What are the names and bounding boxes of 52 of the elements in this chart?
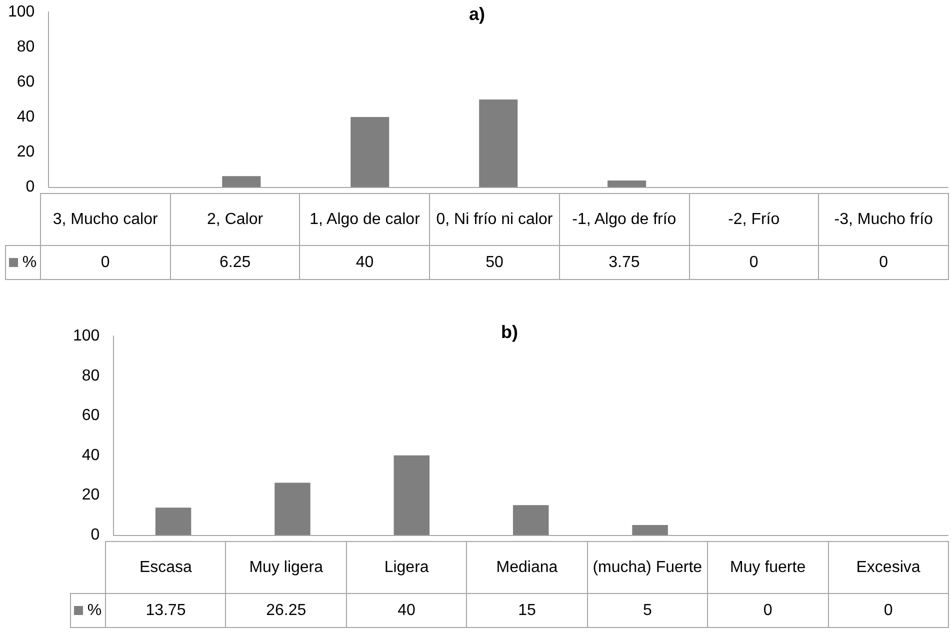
y-tick-label: 40 [16, 108, 35, 126]
y-tick-label: 100 [8, 4, 35, 20]
data-label: 0 [708, 594, 828, 628]
bar [479, 100, 518, 187]
data-label: 0 [689, 246, 819, 280]
bar [512, 505, 549, 535]
data-label: 6.25 [170, 246, 300, 280]
data-label: 5 [587, 594, 708, 628]
y-tick-label: 80 [82, 367, 100, 384]
data-label: 3.75 [559, 246, 690, 280]
chart-title: b) [501, 322, 518, 342]
y-tick-label: 0 [90, 526, 100, 544]
x-tick-label: (mucha) Fuerte [587, 542, 708, 594]
x-tick-label: 0, Ni frío ni calor [430, 194, 560, 246]
y-tick-label: 20 [82, 486, 100, 504]
data-label: 13.75 [106, 594, 226, 628]
x-tick-label: Ligera [346, 542, 467, 594]
legend-label: % [70, 594, 106, 628]
bar [632, 525, 668, 535]
bar [222, 176, 261, 187]
y-tick-label: 100 [72, 328, 100, 344]
x-tick-label: 3, Mucho calor [40, 194, 170, 246]
bar [394, 455, 430, 535]
x-tick-label: 1, Algo de calor [300, 194, 430, 246]
data-label: 15 [466, 594, 588, 628]
data-label: 0 [818, 246, 948, 280]
data-label: 26.25 [226, 594, 346, 628]
bar [350, 117, 390, 187]
y-tick-label: 40 [82, 446, 100, 464]
x-tick-label: -3, Mucho frío [818, 194, 948, 246]
legend-label: % [6, 246, 40, 280]
y-tick-label: 60 [16, 74, 35, 90]
chart-title: a) [468, 4, 486, 24]
x-tick-label: 2, Calor [170, 194, 300, 246]
x-tick-label: Muy ligera [226, 542, 346, 594]
data-label: 40 [346, 594, 467, 628]
x-tick-label: -2, Frío [689, 194, 819, 246]
y-tick-label: 0 [26, 178, 35, 196]
y-tick-label: 20 [16, 144, 35, 160]
x-tick-label: Muy fuerte [708, 542, 828, 594]
x-tick-label: -1, Algo de frío [559, 194, 690, 246]
data-label: 40 [300, 246, 430, 280]
x-tick-label: Escasa [106, 542, 226, 594]
bar [155, 508, 192, 535]
y-tick-label: 60 [82, 407, 100, 424]
y-tick-label: 80 [16, 38, 35, 56]
bar [608, 180, 646, 187]
bar [274, 482, 310, 535]
data-label: 0 [828, 594, 948, 628]
data-label: 50 [430, 246, 560, 280]
x-tick-label: Excesiva [828, 542, 948, 594]
x-tick-label: Mediana [466, 542, 588, 594]
